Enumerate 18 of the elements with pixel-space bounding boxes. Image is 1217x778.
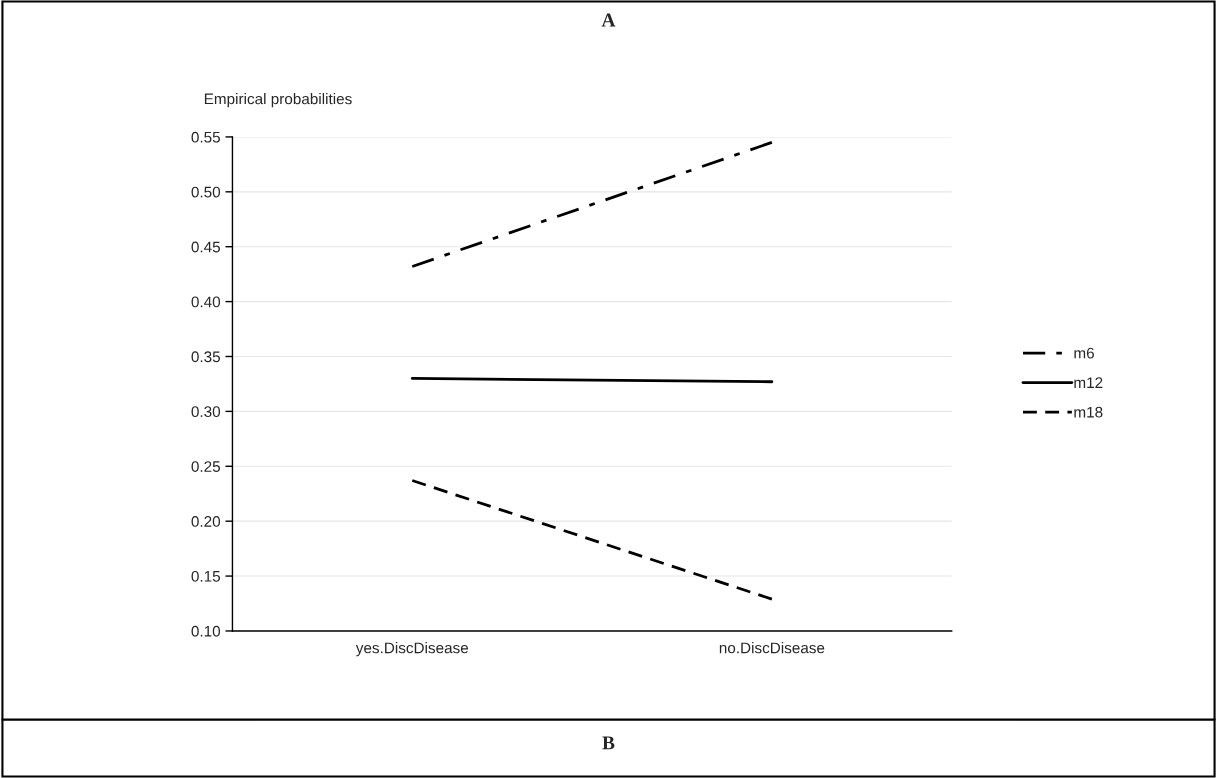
y-tick-label: 0.25 [191,461,220,472]
y-tick-label: 0.10 [191,625,221,637]
legend-label: m6 [1074,347,1094,359]
x-tick-label: no.DiscDisease [719,642,825,654]
x-tick-label: yes.DiscDisease [355,642,469,657]
y-tick-label: 0.20 [191,516,221,527]
y-tick-label: 0.55 [191,131,220,143]
y-tick-label: 0.30 [191,406,221,418]
y-tick-label: 0.15 [191,570,220,582]
y-tick-label: 0.50 [191,186,221,198]
y-tick-label: 0.35 [191,351,220,363]
y-tick-label: 0.45 [191,241,220,253]
text: B [602,736,615,750]
legend-label: m18 [1074,406,1103,418]
chart-title: A [601,13,616,27]
y-axis-title: Empirical probabilities [204,93,352,108]
y-tick-label: 0.40 [191,296,221,308]
legend-label: m12 [1074,377,1103,388]
